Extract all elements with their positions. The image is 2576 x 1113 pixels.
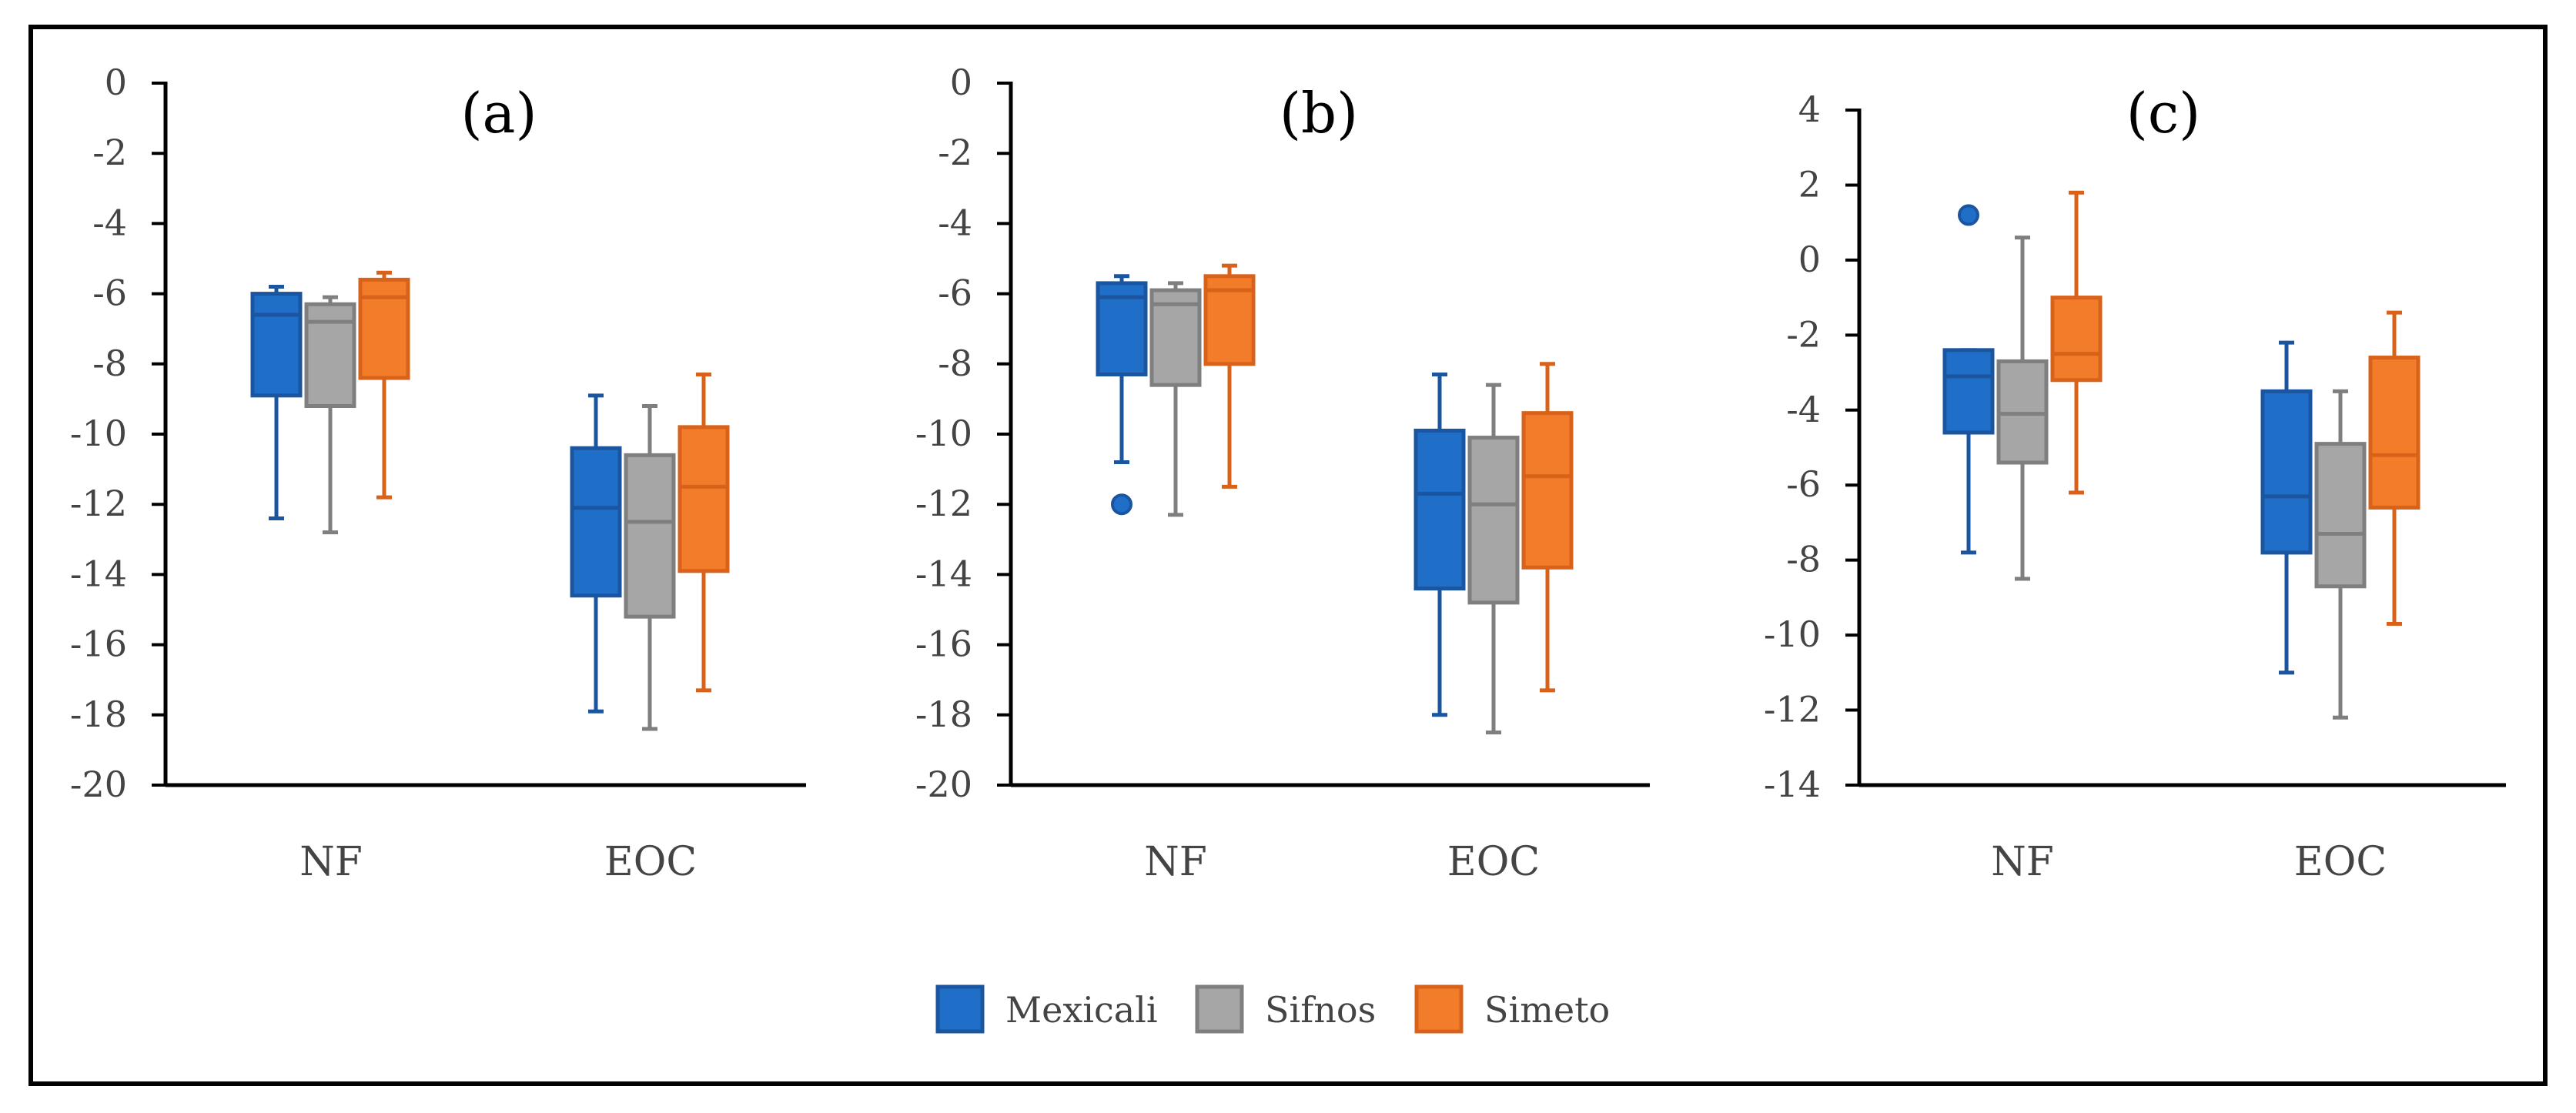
x-category-label: NF: [299, 839, 363, 885]
y-tick-label: -6: [938, 272, 972, 314]
box-iqr: [1413, 428, 1466, 591]
box-sifnos-eoc: [624, 404, 676, 731]
box-mexicali-nf: [1096, 274, 1148, 516]
y-tick-label: -12: [1764, 689, 1821, 730]
box-iqr: [624, 453, 676, 619]
y-tick-label: -6: [1786, 463, 1821, 505]
panel-title: (a): [460, 81, 537, 145]
y-tick-label: 2: [1798, 163, 1821, 205]
y-tick-label: -14: [915, 553, 972, 594]
legend-label: Mexicali: [1005, 989, 1158, 1031]
box-iqr: [1467, 436, 1520, 605]
box-iqr: [2314, 442, 2367, 589]
legend-item-sifnos: Sifnos: [1195, 984, 1376, 1034]
y-tick-label: -16: [70, 623, 127, 665]
chart-panels: 0-2-4-6-8-10-12-14-16-18-20(a)NF EOC0-2-4…: [70, 62, 2506, 885]
y-tick-label: -12: [915, 483, 972, 524]
box-sifnos-nf: [1149, 281, 1202, 517]
y-tick-label: -18: [915, 694, 972, 735]
legend-label: Simeto: [1484, 989, 1610, 1031]
box-mexicali-eoc: [1413, 372, 1466, 717]
y-tick-label: -8: [938, 343, 972, 384]
box-iqr: [250, 292, 303, 398]
box-iqr: [570, 446, 622, 598]
box-simeto-eoc: [2368, 310, 2420, 626]
x-category-label: EOC: [1447, 839, 1540, 885]
legend-swatch: [1195, 984, 1244, 1034]
y-tick-label: -2: [1786, 313, 1821, 355]
y-tick-label: -8: [92, 343, 127, 384]
y-tick-label: -2: [938, 132, 972, 173]
y-tick-label: -8: [1786, 539, 1821, 580]
x-category-label: NF: [1991, 839, 2054, 885]
y-tick-label: -4: [938, 202, 972, 243]
y-tick-label: 4: [1798, 89, 1821, 130]
y-tick-label: -12: [70, 483, 127, 524]
box-mexicali-nf: [1942, 204, 1995, 555]
legend-item-mexicali: Mexicali: [935, 984, 1158, 1034]
box-iqr: [1942, 348, 1995, 435]
y-tick-label: -4: [92, 202, 127, 243]
x-category-label: NF: [1144, 839, 1207, 885]
chart-panel-3: 4 2 0 -2 -4 -6 -8 -10 -12 -14 (c) NF EOC: [1764, 81, 2506, 885]
box-sifnos-eoc: [1467, 383, 1520, 735]
y-tick-label: -20: [70, 764, 127, 805]
panel-title: (b): [1280, 81, 1358, 145]
box-iqr: [358, 277, 410, 380]
box-mexicali-nf: [250, 284, 303, 520]
y-tick-label: -14: [1764, 764, 1821, 805]
legend-swatch: [935, 984, 985, 1034]
box-iqr: [2368, 356, 2420, 510]
box-mexicali-eoc: [570, 393, 622, 714]
box-simeto-eoc: [1521, 362, 1574, 693]
box-iqr: [2260, 389, 2313, 555]
y-tick-label: -2: [92, 132, 127, 173]
y-tick-label: -14: [70, 553, 127, 594]
box-simeto-nf: [358, 270, 410, 500]
y-tick-label: -20: [915, 764, 972, 805]
box-iqr: [1521, 411, 1574, 570]
box-simeto-eoc: [677, 372, 730, 693]
box-iqr: [2050, 296, 2103, 383]
y-tick-label: -10: [915, 413, 972, 454]
x-category-label: EOC: [604, 839, 697, 885]
y-tick-label: 0: [950, 62, 972, 103]
box-iqr: [677, 425, 730, 573]
outlier-point: [1111, 493, 1132, 516]
figure-frame: [28, 25, 2548, 1086]
y-tick-label: -10: [1764, 613, 1821, 655]
box-iqr: [304, 302, 356, 409]
chart-panel-1: 0 -2 -4 -6 -8 -10 -12 -14 -16 -18 -20 (a) NF EOC: [70, 62, 806, 885]
box-sifnos-nf: [1996, 236, 2049, 581]
y-tick-label: -10: [70, 413, 127, 454]
legend-item-simeto: Simeto: [1414, 984, 1610, 1034]
legend: Mexicali Sifnos Simeto: [935, 984, 1610, 1034]
box-simeto-nf: [2050, 190, 2103, 495]
y-tick-label: -18: [70, 694, 127, 735]
y-tick-label: 0: [1798, 239, 1821, 280]
outlier-point: [1958, 204, 1979, 226]
panel-title: (c): [2126, 81, 2201, 145]
x-category-label: EOC: [2294, 839, 2387, 885]
box-sifnos-eoc: [2314, 389, 2367, 720]
y-tick-label: -6: [92, 272, 127, 314]
y-tick-label: 0: [105, 62, 127, 103]
y-tick-label: -4: [1786, 389, 1821, 430]
box-simeto-nf: [1203, 263, 1256, 489]
chart-panel-2: 0 -2 -4 -6 -8 -10 -12 -14 -16 -18 -20 (b) NF EOC: [915, 62, 1650, 885]
legend-label: Sifnos: [1265, 989, 1376, 1031]
box-sifnos-nf: [304, 295, 356, 535]
legend-swatch: [1414, 984, 1464, 1034]
box-mexicali-eoc: [2260, 340, 2313, 675]
y-tick-label: -16: [915, 623, 972, 665]
